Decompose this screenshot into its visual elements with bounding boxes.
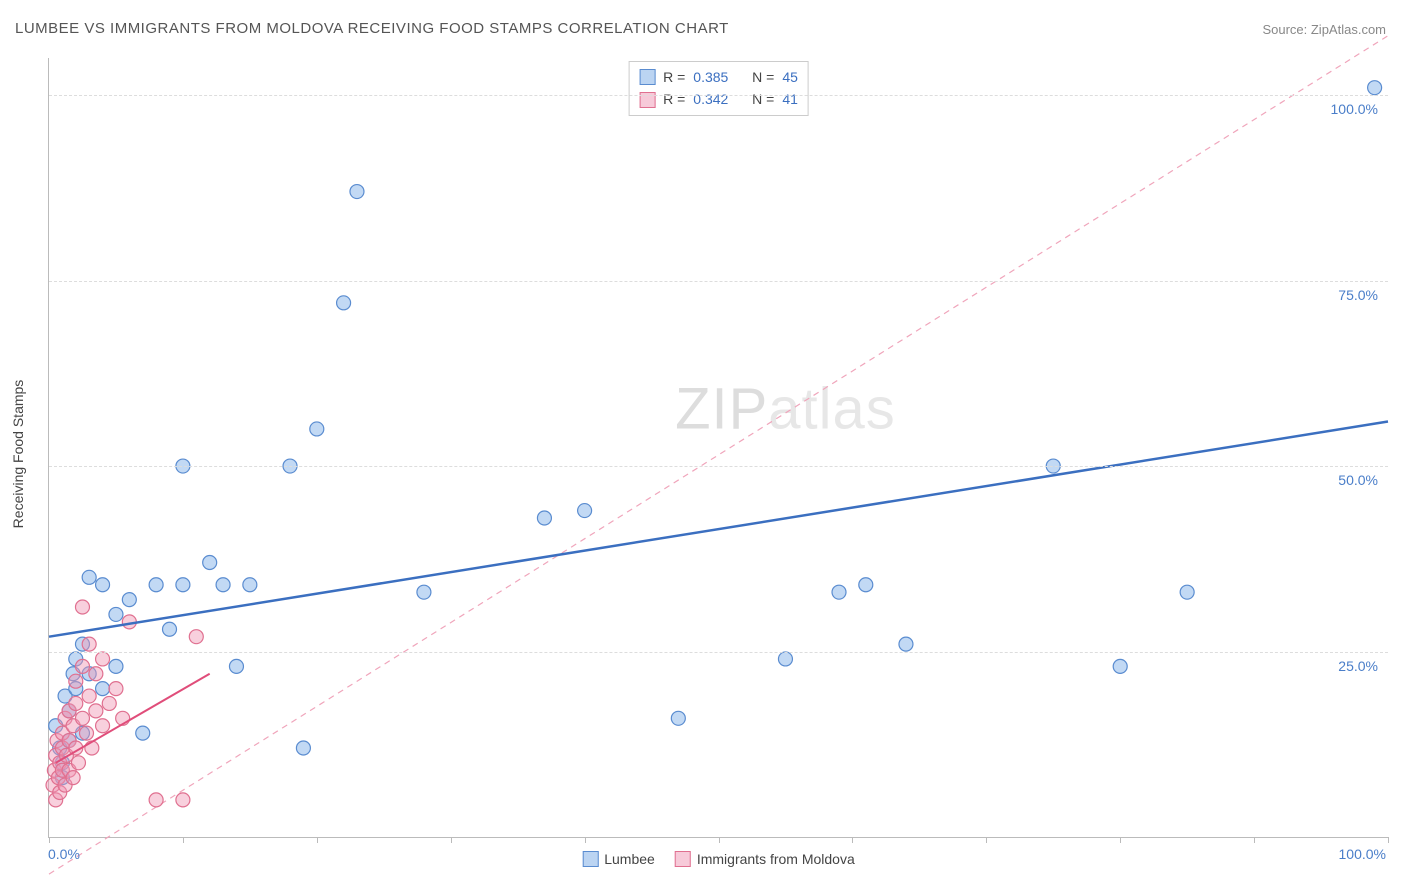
- data-point: [89, 704, 103, 718]
- data-point: [189, 630, 203, 644]
- swatch-pink-icon: [675, 851, 691, 867]
- data-point: [75, 600, 89, 614]
- y-tick-label: 75.0%: [1338, 287, 1378, 303]
- gridline: [49, 466, 1388, 467]
- data-point: [69, 696, 83, 710]
- data-point: [1180, 585, 1194, 599]
- data-point: [89, 667, 103, 681]
- y-tick-label: 25.0%: [1338, 658, 1378, 674]
- x-tick: [585, 837, 586, 843]
- x-tick: [183, 837, 184, 843]
- x-tick: [1120, 837, 1121, 843]
- data-point: [66, 771, 80, 785]
- data-point: [350, 185, 364, 199]
- x-tick: [1388, 837, 1389, 843]
- data-point: [109, 607, 123, 621]
- x-origin-label: 0.0%: [48, 846, 80, 862]
- gridline: [49, 281, 1388, 282]
- gridline: [49, 652, 1388, 653]
- data-point: [82, 570, 96, 584]
- data-point: [1368, 81, 1382, 95]
- x-tick: [451, 837, 452, 843]
- data-point: [296, 741, 310, 755]
- swatch-blue-icon: [582, 851, 598, 867]
- legend-label-1: Lumbee: [604, 851, 655, 867]
- data-point: [1113, 659, 1127, 673]
- data-point: [82, 637, 96, 651]
- data-point: [71, 756, 85, 770]
- data-point: [176, 578, 190, 592]
- data-point: [243, 578, 257, 592]
- data-point: [109, 682, 123, 696]
- chart-container: LUMBEE VS IMMIGRANTS FROM MOLDOVA RECEIV…: [0, 0, 1406, 892]
- data-point: [203, 555, 217, 569]
- y-tick-label: 100.0%: [1331, 101, 1378, 117]
- data-point: [75, 659, 89, 673]
- data-point: [79, 726, 93, 740]
- source-label: Source: ZipAtlas.com: [1262, 22, 1386, 37]
- y-tick-label: 50.0%: [1338, 472, 1378, 488]
- x-tick: [986, 837, 987, 843]
- data-point: [75, 711, 89, 725]
- data-point: [149, 793, 163, 807]
- data-point: [859, 578, 873, 592]
- data-point: [578, 504, 592, 518]
- data-point: [149, 578, 163, 592]
- x-tick: [1254, 837, 1255, 843]
- data-point: [537, 511, 551, 525]
- data-point: [310, 422, 324, 436]
- data-point: [96, 578, 110, 592]
- data-point: [832, 585, 846, 599]
- regression-line: [49, 422, 1388, 637]
- plot-area: ZIPatlas R = 0.385 N = 45 R = 0.342 N = …: [48, 58, 1388, 838]
- data-point: [102, 696, 116, 710]
- x-tick: [719, 837, 720, 843]
- data-point: [69, 674, 83, 688]
- legend-item-moldova: Immigrants from Moldova: [675, 851, 855, 867]
- data-point: [122, 593, 136, 607]
- x-tick: [317, 837, 318, 843]
- legend-label-2: Immigrants from Moldova: [697, 851, 855, 867]
- data-point: [671, 711, 685, 725]
- data-point: [96, 719, 110, 733]
- data-point: [96, 652, 110, 666]
- data-point: [417, 585, 431, 599]
- x-max-label: 100.0%: [1339, 846, 1386, 862]
- data-point: [176, 793, 190, 807]
- data-point: [85, 741, 99, 755]
- data-point: [109, 659, 123, 673]
- plot-svg: [49, 58, 1388, 837]
- y-axis-title: Receiving Food Stamps: [10, 380, 26, 529]
- data-point: [82, 689, 96, 703]
- data-point: [136, 726, 150, 740]
- gridline: [49, 95, 1388, 96]
- x-tick: [852, 837, 853, 843]
- data-point: [163, 622, 177, 636]
- data-point: [778, 652, 792, 666]
- legend-series: Lumbee Immigrants from Moldova: [582, 851, 855, 867]
- data-point: [229, 659, 243, 673]
- data-point: [337, 296, 351, 310]
- data-point: [96, 682, 110, 696]
- legend-item-lumbee: Lumbee: [582, 851, 655, 867]
- data-point: [899, 637, 913, 651]
- data-point: [216, 578, 230, 592]
- x-tick: [49, 837, 50, 843]
- chart-title: LUMBEE VS IMMIGRANTS FROM MOLDOVA RECEIV…: [15, 20, 729, 37]
